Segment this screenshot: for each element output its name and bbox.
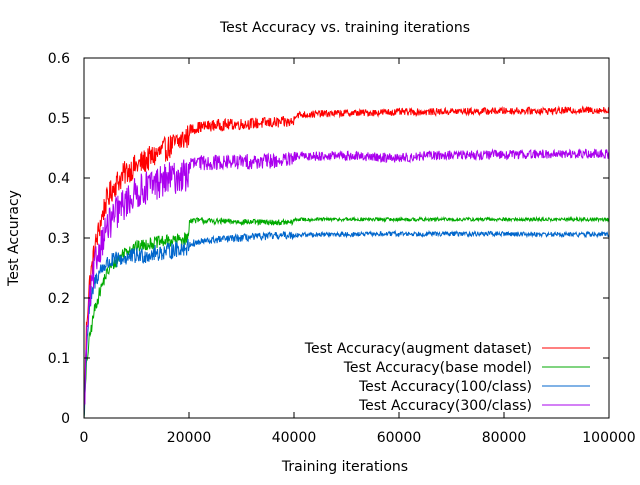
plot-frame: [83, 57, 610, 419]
y-tick-label: 0.1: [48, 351, 70, 367]
x-tick-label: 100000: [582, 430, 635, 446]
series-line: [83, 215, 610, 419]
series-layer: [83, 105, 610, 419]
series-line: [83, 229, 610, 419]
x-axis-label: Training iterations: [281, 459, 408, 475]
y-tick-label: 0.4: [48, 171, 70, 187]
x-tick-label: 60000: [377, 430, 422, 446]
legend-label: Test Accuracy(base model): [343, 360, 532, 376]
legend-label: Test Accuracy(100/class): [358, 379, 532, 395]
x-tick-label: 80000: [482, 430, 527, 446]
y-tick-label: 0.5: [48, 111, 70, 127]
series-line: [83, 148, 610, 419]
y-tick-label: 0.3: [48, 231, 70, 247]
y-tick-label: 0: [61, 411, 70, 427]
legend-label: Test Accuracy(augment dataset): [304, 341, 532, 357]
series-line: [83, 105, 610, 419]
x-tick-label: 40000: [272, 430, 317, 446]
y-axis-label: Test Accuracy: [6, 190, 22, 287]
x-tick-label: 20000: [167, 430, 212, 446]
x-tick-label: 0: [80, 430, 89, 446]
legend-label: Test Accuracy(300/class): [358, 398, 532, 414]
y-tick-label: 0.6: [48, 51, 70, 67]
legend: Test Accuracy(augment dataset) Test Accur…: [304, 341, 590, 414]
chart-title: Test Accuracy vs. training iterations: [219, 20, 470, 36]
y-tick-label: 0.2: [48, 291, 70, 307]
ticks-layer: 0 20000 40000 60000 80000 100000 0 0.1 0.2 0.3 0.4…: [48, 51, 636, 446]
